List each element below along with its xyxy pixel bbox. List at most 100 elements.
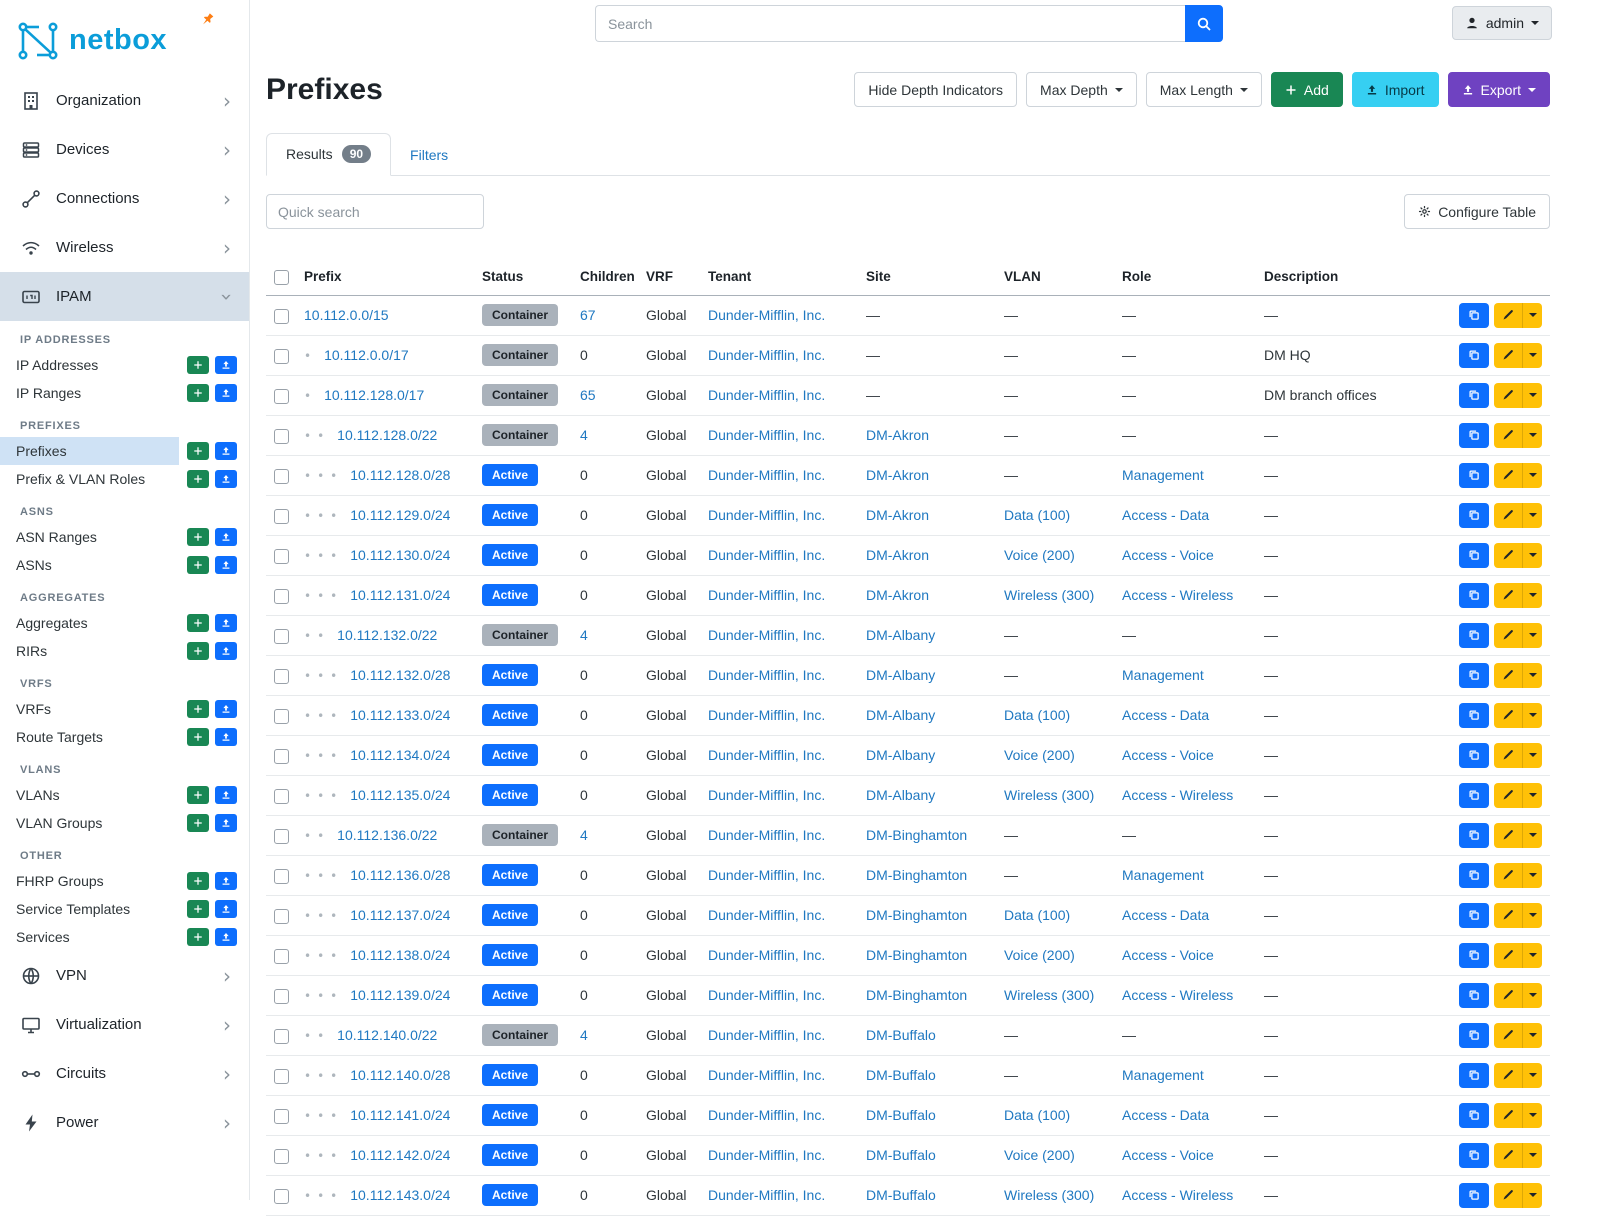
vlan-link[interactable]: Wireless (300) [1004, 987, 1094, 1003]
vlan-link[interactable]: Voice (200) [1004, 947, 1075, 963]
import-button[interactable] [215, 872, 237, 890]
max-depth-dropdown[interactable]: Max Depth [1026, 72, 1137, 107]
copy-button[interactable] [1459, 783, 1489, 808]
sidebar-item-fhrp-groups[interactable]: FHRP Groups [0, 867, 249, 895]
tab-filters[interactable]: Filters [391, 136, 467, 175]
edit-dropdown-button[interactable] [1522, 783, 1542, 808]
site-link[interactable]: DM-Binghamton [866, 987, 967, 1003]
prefix-link[interactable]: 10.112.136.0/28 [350, 867, 450, 883]
import-button[interactable] [215, 786, 237, 804]
tenant-link[interactable]: Dunder-Mifflin, Inc. [708, 987, 825, 1003]
add-button[interactable] [187, 700, 209, 718]
site-link[interactable]: DM-Akron [866, 467, 929, 483]
children-link[interactable]: 4 [580, 627, 588, 643]
add-button[interactable] [187, 356, 209, 374]
edit-dropdown-button[interactable] [1522, 423, 1542, 448]
copy-button[interactable] [1459, 943, 1489, 968]
edit-dropdown-button[interactable] [1522, 1143, 1542, 1168]
children-link[interactable]: 4 [580, 827, 588, 843]
row-checkbox[interactable] [274, 749, 289, 764]
tenant-link[interactable]: Dunder-Mifflin, Inc. [708, 1027, 825, 1043]
role-link[interactable]: Access - Voice [1122, 747, 1214, 763]
edit-button[interactable] [1494, 1023, 1522, 1048]
import-button[interactable] [215, 556, 237, 574]
tenant-link[interactable]: Dunder-Mifflin, Inc. [708, 627, 825, 643]
tab-results[interactable]: Results 90 [266, 133, 391, 176]
edit-button[interactable] [1494, 543, 1522, 568]
vlan-link[interactable]: Wireless (300) [1004, 1187, 1094, 1203]
role-link[interactable]: Management [1122, 1067, 1204, 1083]
tenant-link[interactable]: Dunder-Mifflin, Inc. [708, 467, 825, 483]
copy-button[interactable] [1459, 423, 1489, 448]
add-button[interactable] [187, 728, 209, 746]
vlan-link[interactable]: Wireless (300) [1004, 787, 1094, 803]
row-checkbox[interactable] [274, 869, 289, 884]
edit-button[interactable] [1494, 343, 1522, 368]
tenant-link[interactable]: Dunder-Mifflin, Inc. [708, 1067, 825, 1083]
row-checkbox[interactable] [274, 1109, 289, 1124]
edit-dropdown-button[interactable] [1522, 543, 1542, 568]
tenant-link[interactable]: Dunder-Mifflin, Inc. [708, 867, 825, 883]
vlan-link[interactable]: Data (100) [1004, 907, 1070, 923]
site-link[interactable]: DM-Binghamton [866, 947, 967, 963]
copy-button[interactable] [1459, 903, 1489, 928]
sidebar-item-circuits[interactable]: Circuits› [0, 1049, 249, 1098]
edit-button[interactable] [1494, 463, 1522, 488]
sidebar-item-vrfs[interactable]: VRFs [0, 695, 249, 723]
import-button[interactable]: Import [1352, 72, 1439, 107]
edit-dropdown-button[interactable] [1522, 583, 1542, 608]
row-checkbox[interactable] [274, 949, 289, 964]
role-link[interactable]: Access - Data [1122, 1107, 1209, 1123]
edit-button[interactable] [1494, 663, 1522, 688]
tenant-link[interactable]: Dunder-Mifflin, Inc. [708, 907, 825, 923]
site-link[interactable]: DM-Binghamton [866, 867, 967, 883]
add-button[interactable] [187, 642, 209, 660]
edit-button[interactable] [1494, 823, 1522, 848]
sidebar-item-ipam[interactable]: IPAM› [0, 272, 249, 321]
role-link[interactable]: Access - Data [1122, 707, 1209, 723]
prefix-link[interactable]: 10.112.141.0/24 [350, 1107, 450, 1123]
add-button[interactable]: Add [1271, 72, 1343, 107]
copy-button[interactable] [1459, 823, 1489, 848]
sidebar-item-aggregates[interactable]: Aggregates [0, 609, 249, 637]
edit-dropdown-button[interactable] [1522, 823, 1542, 848]
row-checkbox[interactable] [274, 549, 289, 564]
add-button[interactable] [187, 928, 209, 946]
copy-button[interactable] [1459, 703, 1489, 728]
site-link[interactable]: DM-Buffalo [866, 1067, 936, 1083]
add-button[interactable] [187, 556, 209, 574]
sidebar-item-services[interactable]: Services [0, 923, 249, 951]
tenant-link[interactable]: Dunder-Mifflin, Inc. [708, 827, 825, 843]
copy-button[interactable] [1459, 663, 1489, 688]
edit-dropdown-button[interactable] [1522, 343, 1542, 368]
site-link[interactable]: DM-Albany [866, 667, 935, 683]
copy-button[interactable] [1459, 503, 1489, 528]
quick-search-input[interactable] [266, 194, 484, 229]
add-button[interactable] [187, 528, 209, 546]
tenant-link[interactable]: Dunder-Mifflin, Inc. [708, 787, 825, 803]
edit-button[interactable] [1494, 383, 1522, 408]
edit-dropdown-button[interactable] [1522, 663, 1542, 688]
import-button[interactable] [215, 642, 237, 660]
role-link[interactable]: Access - Wireless [1122, 1187, 1233, 1203]
vlan-link[interactable]: Data (100) [1004, 1107, 1070, 1123]
add-button[interactable] [187, 442, 209, 460]
tenant-link[interactable]: Dunder-Mifflin, Inc. [708, 507, 825, 523]
edit-button[interactable] [1494, 863, 1522, 888]
prefix-link[interactable]: 10.112.133.0/24 [350, 707, 450, 723]
import-button[interactable] [215, 356, 237, 374]
row-checkbox[interactable] [274, 469, 289, 484]
prefix-link[interactable]: 10.112.0.0/15 [304, 307, 389, 323]
tenant-link[interactable]: Dunder-Mifflin, Inc. [708, 667, 825, 683]
vlan-link[interactable]: Voice (200) [1004, 747, 1075, 763]
row-checkbox[interactable] [274, 909, 289, 924]
tenant-link[interactable]: Dunder-Mifflin, Inc. [708, 307, 825, 323]
sidebar-item-virtualization[interactable]: Virtualization› [0, 1000, 249, 1049]
tenant-link[interactable]: Dunder-Mifflin, Inc. [708, 1147, 825, 1163]
role-link[interactable]: Access - Voice [1122, 1147, 1214, 1163]
copy-button[interactable] [1459, 623, 1489, 648]
add-button[interactable] [187, 384, 209, 402]
edit-dropdown-button[interactable] [1522, 903, 1542, 928]
select-all-checkbox[interactable] [274, 270, 289, 285]
row-checkbox[interactable] [274, 829, 289, 844]
